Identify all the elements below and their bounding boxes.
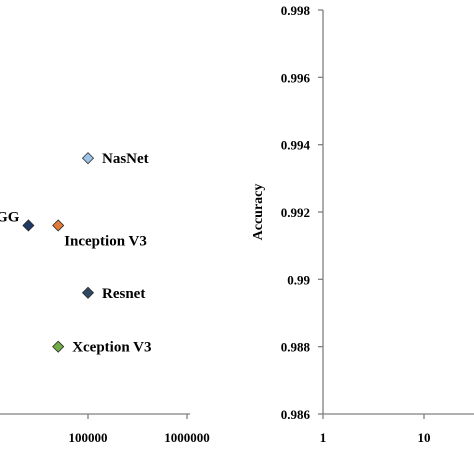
left-points-group: GG Inception V3 NasNet Resnet Xception V3	[0, 151, 152, 356]
data-point-marker	[81, 152, 95, 165]
right-y-tick-label: 0.988	[281, 340, 311, 355]
data-point-label: Xception V3	[72, 340, 151, 356]
data-point-label: GG	[0, 209, 20, 225]
right-y-axis-label: Accuracy	[251, 184, 266, 241]
right-x-tick-label: 10	[418, 430, 431, 445]
right-y-tick-label: 0.99	[287, 272, 310, 287]
data-point-label: Resnet	[102, 286, 145, 302]
data-point-marker	[81, 286, 95, 299]
data-point-marker	[52, 219, 65, 232]
right-y-tick-label: 0.994	[281, 138, 311, 153]
left-x-tick-group: 001000001000000	[69, 414, 210, 445]
data-point-marker	[52, 340, 65, 353]
left-x-tick-label: 1000000	[164, 430, 210, 445]
data-point-marker	[22, 219, 35, 232]
right-y-tick-group: 0.986 0.988 0.99 0.992 0.994 0.996 0.998	[281, 3, 323, 422]
right-y-tick-label: 0.996	[281, 70, 311, 85]
right-x-tick-group: 1 10	[320, 414, 431, 445]
right-y-tick-label: 0.992	[281, 205, 310, 220]
data-point-label: NasNet	[102, 151, 149, 167]
right-y-tick-label: 0.986	[281, 407, 311, 422]
right-scatter-panel: 0.986 0.988 0.99 0.992 0.994 0.996 0.998 1 10 A…	[251, 3, 474, 445]
data-point-label: Inception V3	[64, 233, 147, 249]
right-y-tick-label: 0.998	[281, 3, 311, 18]
left-x-tick-label: 100000	[69, 430, 108, 445]
right-x-tick-label: 1	[320, 430, 327, 445]
